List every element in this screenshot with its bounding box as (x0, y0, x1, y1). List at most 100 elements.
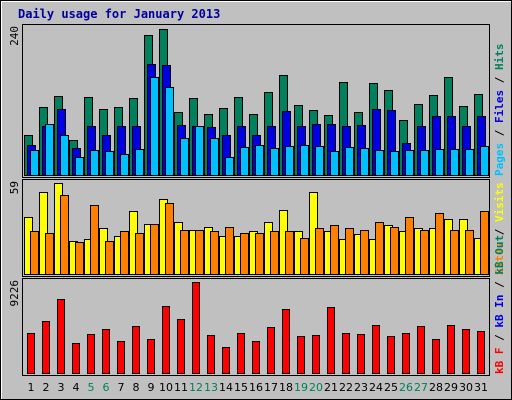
x-tick-label-day-23: 23 (354, 381, 368, 394)
bar-hits-pages-day-20 (315, 146, 324, 176)
x-tick-label-day-31: 31 (474, 381, 488, 394)
x-tick-label-day-9: 9 (148, 381, 155, 394)
bar-hits-pages-day-4 (75, 157, 84, 176)
bar-kbytes-kb-f-day-10 (162, 306, 170, 374)
bar-kbytes-kb-f-day-23 (357, 334, 365, 374)
bar-kbytes-kb-f-day-20 (312, 335, 320, 374)
x-tick-label-day-22: 22 (339, 381, 353, 394)
bar-kbytes-kb-f-day-21 (327, 307, 335, 374)
bar-hits-pages-day-18 (285, 146, 294, 176)
legend-hits-item-1: / (493, 123, 506, 143)
legend-visits: Sites / Visits (493, 182, 506, 275)
x-tick-label-day-16: 16 (249, 381, 263, 394)
x-tick-label-day-5: 5 (88, 381, 95, 394)
x-tick-label-day-24: 24 (369, 381, 383, 394)
x-tick-label-day-19: 19 (294, 381, 308, 394)
bar-kbytes-kb-f-day-14 (222, 347, 230, 374)
panel-visits-max-label: 59 (8, 181, 21, 194)
bar-visits-sites-day-9 (150, 224, 159, 275)
legend-visits-item-0: Sites (493, 242, 506, 275)
legend-kbytes-item-4: kB Out (493, 235, 506, 275)
bar-visits-sites-day-6 (105, 241, 114, 275)
bar-visits-sites-day-8 (135, 233, 144, 275)
bar-kbytes-kb-f-day-25 (387, 336, 395, 374)
bar-hits-pages-day-2 (45, 124, 54, 176)
bar-hits-pages-day-16 (255, 145, 264, 176)
bar-kbytes-kb-f-day-31 (477, 331, 485, 374)
x-tick-label-day-2: 2 (43, 381, 50, 394)
bar-kbytes-kb-f-day-30 (462, 329, 470, 374)
bar-visits-sites-day-1 (30, 231, 39, 275)
bar-hits-pages-day-23 (360, 148, 369, 176)
legend-kbytes-item-1: / (493, 328, 506, 348)
x-tick-label-day-10: 10 (159, 381, 173, 394)
bar-visits-sites-day-18 (285, 231, 294, 275)
bar-hits-pages-day-9 (150, 77, 159, 176)
bar-hits-pages-day-26 (405, 150, 414, 176)
bar-visits-sites-day-25 (390, 227, 399, 275)
x-tick-label-day-27: 27 (414, 381, 428, 394)
bar-kbytes-kb-f-day-13 (207, 335, 215, 374)
bar-visits-sites-day-24 (375, 222, 384, 275)
bar-hits-pages-day-8 (135, 149, 144, 176)
x-tick-label-day-15: 15 (234, 381, 248, 394)
x-tick-label-day-20: 20 (309, 381, 323, 394)
panel-kbytes-max-label: 9226 (8, 280, 21, 307)
bar-kbytes-kb-f-day-29 (447, 325, 455, 374)
chart-legends: Pages / Files / Hits Sites / Visits kB F /… (493, 44, 506, 375)
x-tick-label-day-11: 11 (174, 381, 188, 394)
bar-hits-pages-day-21 (330, 151, 339, 176)
legend-visits-item-1: / (493, 222, 506, 242)
x-tick-label-day-18: 18 (279, 381, 293, 394)
bar-kbytes-kb-f-day-15 (237, 333, 245, 374)
x-tick-label-day-12: 12 (189, 381, 203, 394)
bar-hits-pages-day-22 (345, 147, 354, 176)
legend-hits-item-0: Pages (493, 143, 506, 176)
bar-visits-sites-day-17 (270, 231, 279, 275)
legend-kbytes-item-0: kB F (493, 348, 506, 375)
bar-hits-pages-day-14 (225, 157, 234, 176)
bar-hits-pages-day-3 (60, 135, 69, 176)
bar-kbytes-kb-f-day-11 (177, 319, 185, 374)
x-tick-label-day-29: 29 (444, 381, 458, 394)
bar-kbytes-kb-f-day-24 (372, 325, 380, 374)
bar-kbytes-kb-f-day-27 (417, 326, 425, 374)
bar-hits-pages-day-19 (300, 145, 309, 176)
bar-hits-pages-day-6 (105, 151, 114, 176)
bar-visits-sites-day-14 (225, 227, 234, 275)
bar-hits-pages-day-31 (480, 146, 489, 176)
bar-visits-sites-day-13 (210, 231, 219, 275)
x-tick-label-day-17: 17 (264, 381, 278, 394)
bar-visits-sites-day-23 (360, 230, 369, 275)
bar-visits-sites-day-19 (300, 238, 309, 275)
bar-visits-sites-day-12 (195, 230, 204, 275)
bar-visits-sites-day-28 (435, 213, 444, 275)
x-tick-label-day-8: 8 (133, 381, 140, 394)
legend-hits: Pages / Files / Hits (493, 44, 506, 177)
legend-kbytes-item-2: kB In (493, 295, 506, 328)
bar-hits-pages-day-13 (210, 138, 219, 176)
bar-hits-pages-day-7 (120, 154, 129, 176)
bar-kbytes-kb-f-day-6 (102, 329, 110, 374)
x-tick-label-day-25: 25 (384, 381, 398, 394)
bar-visits-sites-day-15 (240, 233, 249, 275)
x-tick-label-day-1: 1 (28, 381, 35, 394)
bar-hits-pages-day-24 (375, 150, 384, 176)
bar-visits-sites-day-11 (180, 230, 189, 275)
x-tick-label-day-30: 30 (459, 381, 473, 394)
bar-visits-sites-day-2 (45, 233, 54, 275)
bar-visits-sites-day-29 (450, 230, 459, 275)
bar-visits-sites-day-30 (465, 230, 474, 275)
bar-visits-sites-day-26 (405, 217, 414, 275)
bar-visits-sites-day-7 (120, 231, 129, 275)
bar-kbytes-kb-f-day-5 (87, 334, 95, 374)
x-tick-label-day-14: 14 (219, 381, 233, 394)
chart-bars (24, 29, 489, 374)
x-tick-label-day-7: 7 (118, 381, 125, 394)
bar-kbytes-kb-f-day-1 (27, 333, 35, 374)
bar-visits-sites-day-4 (75, 242, 84, 275)
bar-kbytes-kb-f-day-16 (252, 341, 260, 374)
bar-kbytes-kb-f-day-19 (297, 336, 305, 374)
bar-visits-sites-day-27 (420, 230, 429, 275)
